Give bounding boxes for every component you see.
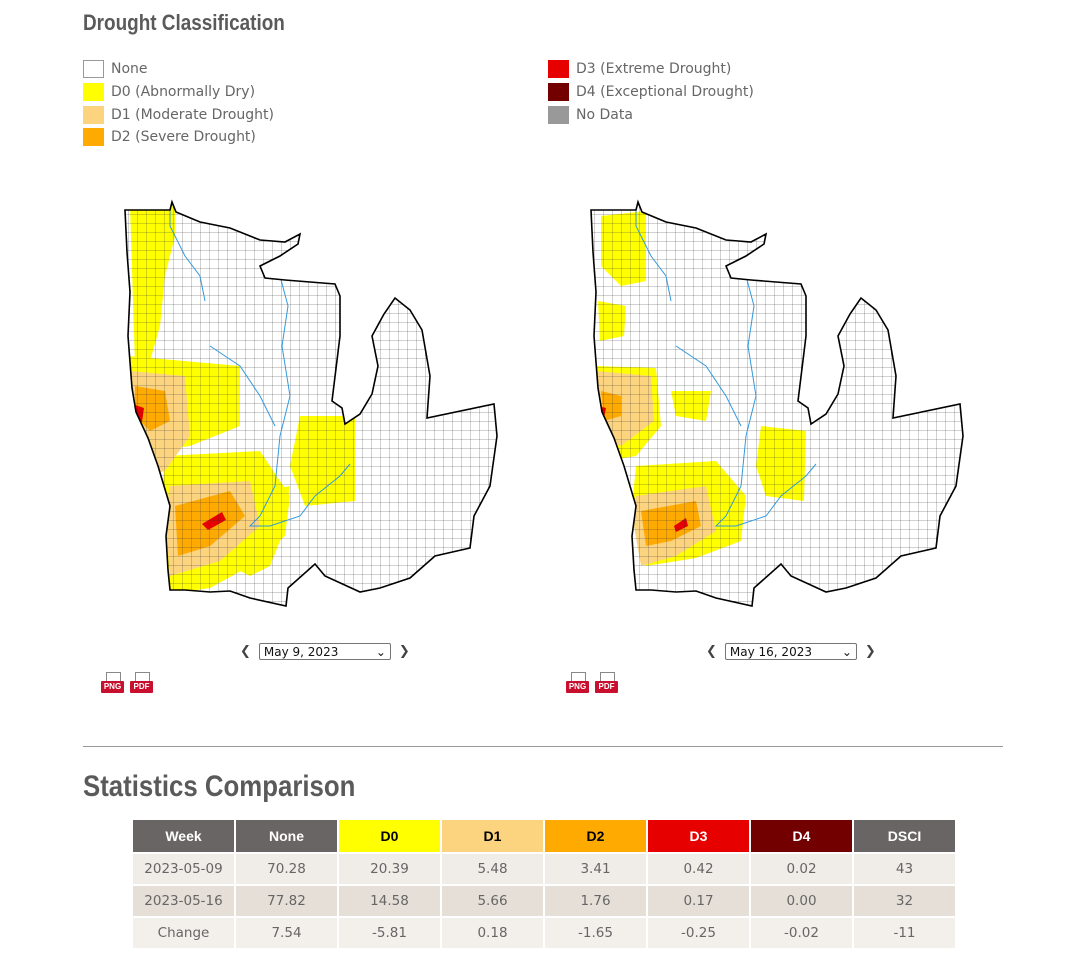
- table-cell: -0.25: [646, 916, 751, 950]
- legend-item-none: None: [83, 58, 274, 81]
- col-header-dsci: DSCI: [852, 818, 957, 854]
- legend-swatch: [548, 105, 569, 124]
- stats-title: Statistics Comparison: [83, 770, 356, 803]
- legend-item-no-data: No Data: [548, 103, 754, 126]
- date-nav-left: ❮ May 9, 2023 ⌄ ❯: [236, 643, 414, 660]
- png-label: PNG: [566, 681, 589, 693]
- date-select-right[interactable]: May 16, 2023 ⌄: [724, 643, 857, 660]
- legend-label: D1 (Moderate Drought): [111, 106, 275, 123]
- table-cell: Change: [131, 916, 236, 950]
- table-cell: 32: [852, 884, 957, 918]
- col-header-none: None: [234, 818, 339, 854]
- col-header-d0: D0: [337, 818, 442, 854]
- legend-item-d0: D0 (Abnormally Dry): [83, 81, 274, 104]
- legend-swatch: [548, 83, 569, 102]
- legend-label: D0 (Abnormally Dry): [111, 84, 256, 101]
- legend-swatch: [83, 105, 104, 124]
- date-nav-right: ❮ May 16, 2023 ⌄ ❯: [702, 643, 880, 660]
- drought-map-left[interactable]: [110, 196, 510, 616]
- png-download-icon[interactable]: PNG: [566, 672, 589, 695]
- next-week-icon[interactable]: ❯: [864, 644, 876, 659]
- legend-swatch: [83, 128, 104, 147]
- stats-header-row: Week None D0 D1 D2 D3 D4 DSCI: [131, 818, 957, 854]
- table-cell: 1.76: [543, 884, 648, 918]
- prev-week-icon[interactable]: ❮: [706, 644, 717, 659]
- legend-label: D4 (Exceptional Drought): [576, 84, 754, 101]
- table-cell: 3.41: [543, 852, 648, 886]
- stats-table: Week None D0 D1 D2 D3 D4 DSCI 2023-05-09…: [131, 818, 957, 950]
- col-header-d2: D2: [543, 818, 648, 854]
- table-cell: -0.02: [749, 916, 854, 950]
- table-cell: -5.81: [337, 916, 442, 950]
- section-divider: [83, 746, 1003, 747]
- col-header-d1: D1: [440, 818, 545, 854]
- table-cell: 0.00: [749, 884, 854, 918]
- table-cell: 20.39: [337, 852, 442, 886]
- table-cell: 7.54: [234, 916, 339, 950]
- legend-swatch: [83, 83, 104, 102]
- table-cell: 2023-05-16: [131, 884, 236, 918]
- pdf-label: PDF: [595, 681, 618, 693]
- col-header-week: Week: [131, 818, 236, 854]
- table-row: 2023-05-16 77.82 14.58 5.66 1.76 0.17 0.…: [131, 884, 957, 918]
- table-cell: -11: [852, 916, 957, 950]
- date-select-value: May 16, 2023: [729, 644, 812, 659]
- chevron-down-icon: ⌄: [841, 644, 852, 659]
- legend-label: D3 (Extreme Drought): [576, 61, 732, 78]
- table-row: 2023-05-09 70.28 20.39 5.48 3.41 0.42 0.…: [131, 852, 957, 886]
- png-download-icon[interactable]: PNG: [101, 672, 124, 695]
- col-header-d4: D4: [749, 818, 854, 854]
- table-cell: 0.02: [749, 852, 854, 886]
- legend-title: Drought Classification: [83, 10, 285, 35]
- legend-item-d1: D1 (Moderate Drought): [83, 103, 274, 126]
- table-cell: 0.42: [646, 852, 751, 886]
- table-cell: 0.18: [440, 916, 545, 950]
- table-cell: 43: [852, 852, 957, 886]
- png-label: PNG: [101, 681, 124, 693]
- download-buttons-left: PNG PDF: [101, 672, 153, 695]
- pdf-label: PDF: [130, 681, 153, 693]
- legend-item-d3: D3 (Extreme Drought): [548, 58, 754, 81]
- prev-week-icon[interactable]: ❮: [240, 644, 251, 659]
- legend-label: None: [111, 61, 148, 78]
- drought-map-right[interactable]: [576, 196, 976, 616]
- table-cell: 5.48: [440, 852, 545, 886]
- legend-item-d2: D2 (Severe Drought): [83, 126, 274, 149]
- pdf-download-icon[interactable]: PDF: [595, 672, 618, 695]
- chevron-down-icon: ⌄: [375, 644, 386, 659]
- legend-column-left: None D0 (Abnormally Dry) D1 (Moderate Dr…: [83, 58, 274, 149]
- next-week-icon[interactable]: ❯: [398, 644, 410, 659]
- legend-swatch: [548, 60, 569, 79]
- legend-item-d4: D4 (Exceptional Drought): [548, 81, 754, 104]
- table-cell: 70.28: [234, 852, 339, 886]
- table-cell: 2023-05-09: [131, 852, 236, 886]
- legend-label: No Data: [576, 106, 633, 123]
- legend-swatch: [83, 60, 104, 79]
- table-cell: 77.82: [234, 884, 339, 918]
- table-cell: 0.17: [646, 884, 751, 918]
- col-header-d3: D3: [646, 818, 751, 854]
- table-cell: -1.65: [543, 916, 648, 950]
- download-buttons-right: PNG PDF: [566, 672, 618, 695]
- date-select-value: May 9, 2023: [263, 644, 339, 659]
- table-cell: 5.66: [440, 884, 545, 918]
- date-select-left[interactable]: May 9, 2023 ⌄: [258, 643, 391, 660]
- legend-label: D2 (Severe Drought): [111, 129, 256, 146]
- legend-column-right: D3 (Extreme Drought) D4 (Exceptional Dro…: [548, 58, 754, 126]
- table-cell: 14.58: [337, 884, 442, 918]
- pdf-download-icon[interactable]: PDF: [130, 672, 153, 695]
- table-row: Change 7.54 -5.81 0.18 -1.65 -0.25 -0.02…: [131, 916, 957, 950]
